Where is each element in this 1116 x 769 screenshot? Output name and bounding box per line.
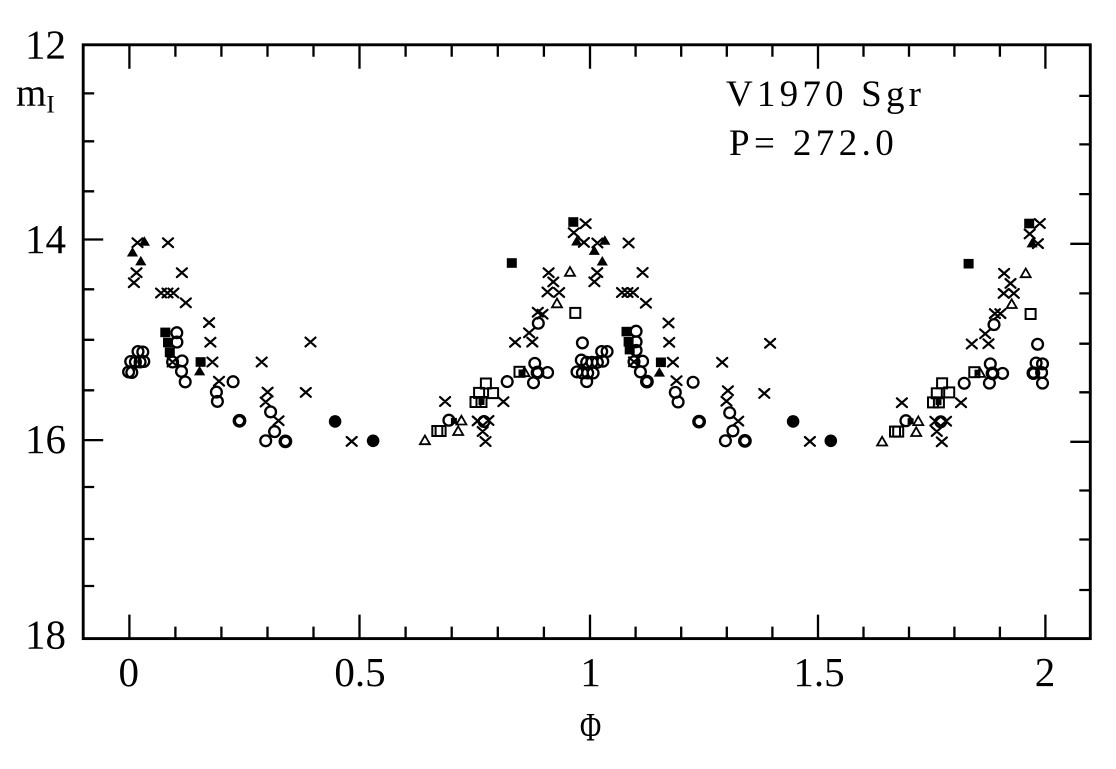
svg-text:16: 16 — [25, 416, 66, 462]
svg-text:V1970 Sgr: V1970 Sgr — [726, 74, 925, 115]
svg-text:Φ: Φ — [580, 705, 601, 750]
svg-text:2: 2 — [1035, 649, 1056, 695]
svg-text:1: 1 — [580, 649, 601, 695]
svg-text:1.5: 1.5 — [793, 649, 844, 695]
svg-text:0.5: 0.5 — [334, 649, 385, 695]
svg-text:14: 14 — [25, 216, 66, 262]
svg-text:0: 0 — [119, 649, 140, 695]
svg-text:18: 18 — [25, 612, 66, 658]
svg-text:P= 272.0: P= 272.0 — [729, 123, 898, 164]
svg-text:12: 12 — [25, 22, 66, 68]
